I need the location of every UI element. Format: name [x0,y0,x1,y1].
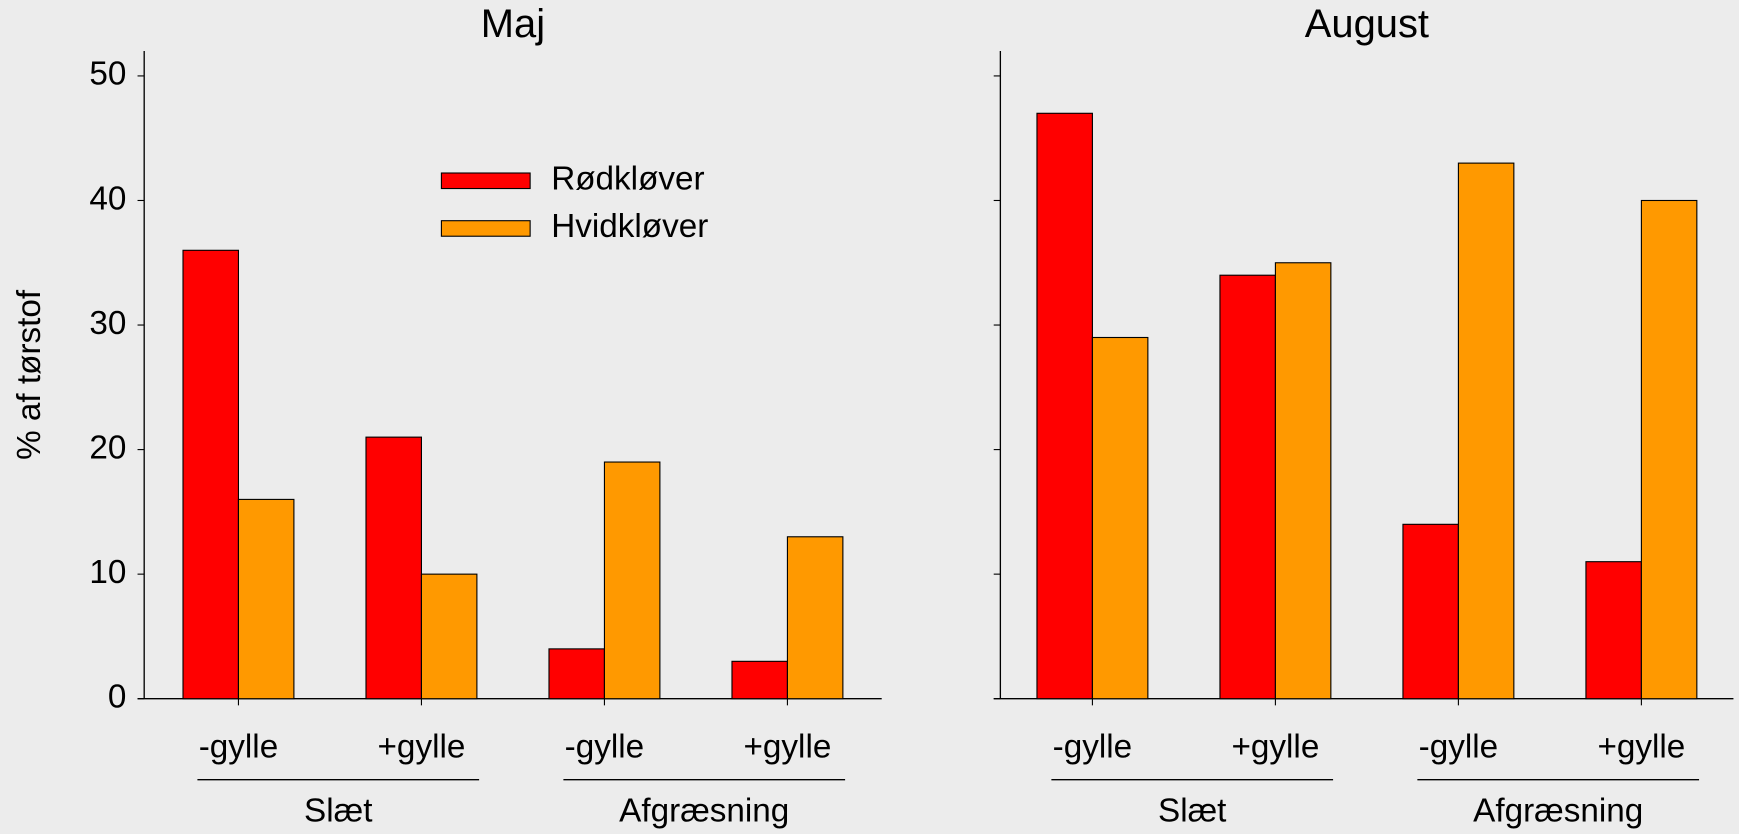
y-tick-label: 10 [89,554,126,591]
legend-swatch [440,220,531,237]
x-tick-label: -gylle [1053,728,1133,765]
x-tick-label: -gylle [565,728,645,765]
bar [182,249,240,700]
bar [1219,274,1276,700]
bar [1585,561,1642,700]
x-tick-label: +gylle [378,728,466,765]
chart-title: Maj [481,2,545,46]
bar [237,498,295,700]
bar [1457,162,1515,700]
bar [1036,112,1093,700]
bar [1091,336,1149,700]
x-tick-label: +gylle [1231,728,1319,765]
bar [1402,523,1459,700]
bar [1274,262,1332,700]
group-label: Slæt [304,793,372,830]
group-label: Slæt [1158,793,1226,830]
legend-label: Rødkløver [551,161,704,198]
y-tick-label: 50 [89,56,126,93]
y-tick-label: 20 [89,429,126,466]
y-tick-label: 40 [89,180,126,217]
bar [731,660,788,700]
bar [365,436,423,700]
bar [603,461,661,700]
y-tick-label: 30 [89,305,126,342]
bar [420,573,478,700]
x-tick-label: +gylle [1597,728,1685,765]
y-axis-label: % af tørstof [11,289,48,460]
legend-label: Hvidkløver [551,208,708,245]
x-tick-label: +gylle [744,728,832,765]
x-tick-label: -gylle [199,728,279,765]
chart-title: August [1305,2,1429,46]
bar [548,648,605,700]
legend-swatch [440,172,531,190]
bar [1640,199,1698,700]
x-tick-label: -gylle [1419,728,1499,765]
y-tick-label: 0 [108,678,127,715]
bar [786,536,844,700]
group-label: Afgræsning [1473,793,1643,830]
group-label: Afgræsning [619,793,789,830]
